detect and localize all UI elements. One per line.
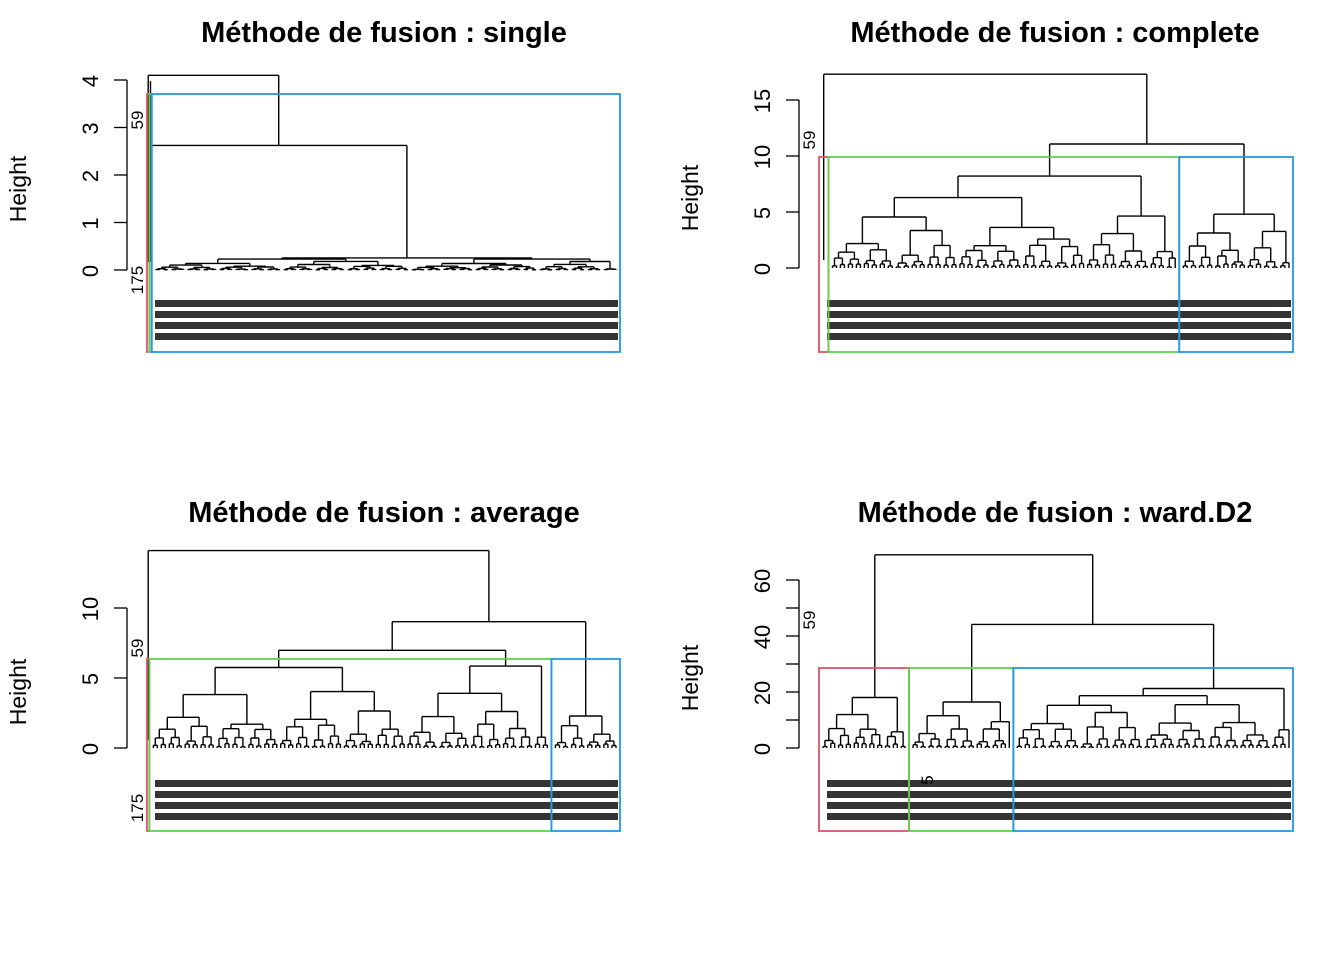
y-tick-label: 0 (78, 265, 103, 277)
leaf-label: 175 (128, 794, 147, 822)
cluster-box-3 (1012, 667, 1294, 832)
leaf-label-band (827, 333, 1291, 340)
y-tick-label: 0 (750, 263, 775, 275)
dendrogram-path (823, 73, 1290, 268)
dendrogram-branches (822, 554, 1290, 748)
y-tick-label: 60 (750, 569, 775, 593)
leaf-label: 59 (128, 111, 147, 130)
dendrogram-path (147, 549, 617, 748)
y-tick-label: 3 (78, 122, 103, 134)
panel-title: Méthode de fusion : ward.D2 (858, 497, 1253, 529)
dendrogram-panel-2: Méthode de fusion : complete Height 0 5 10 15… (677, 17, 1294, 353)
dendrogram-path (147, 74, 617, 271)
leaf-label: 59 (800, 131, 819, 150)
y-tick-label: 5 (750, 207, 775, 219)
dendrogram-panel-1: Méthode de fusion : single Height 0 1 2 3 4 59 1… (5, 17, 621, 353)
dendrogram-branches (147, 74, 617, 271)
leaf-label: 175 (128, 266, 147, 294)
y-tick-label: 5 (78, 673, 103, 685)
y-tick-label: 10 (78, 597, 103, 621)
y-tick-label: 15 (750, 89, 775, 113)
leaf-label-band (827, 311, 1291, 318)
cluster-box-3 (1178, 156, 1294, 353)
y-tick-label: 1 (78, 217, 103, 229)
y-tick-label: 2 (78, 170, 103, 182)
leaf-label-band (827, 791, 1291, 798)
leaf-label: 5 (918, 775, 937, 784)
y-axis-label: Height (5, 658, 31, 725)
y-tick-label: 10 (750, 145, 775, 169)
leaf-label-band (827, 802, 1291, 809)
cluster-box-3 (550, 658, 621, 832)
dendrogram-branches (147, 549, 617, 748)
leaf-label-band (155, 333, 618, 340)
leaf-label: 59 (128, 639, 147, 658)
dendrogram-panel-4: Méthode de fusion : ward.D2 Height 0 20 40 60… (677, 497, 1294, 832)
leaf-label-band (155, 780, 618, 787)
y-tick-label: 0 (78, 743, 103, 755)
leaf-label-band (155, 322, 618, 329)
leaf-label-band (155, 802, 618, 809)
panel-title: Méthode de fusion : complete (850, 17, 1259, 49)
dendrogram-panel-3: Méthode de fusion : average Height 0 5 10 59 1… (5, 497, 621, 832)
dendrogram-branches (823, 73, 1290, 268)
leaf-label-band (827, 780, 1291, 787)
y-tick-label: 4 (78, 75, 103, 87)
y-tick-label: 40 (750, 625, 775, 649)
panel-title: Méthode de fusion : single (201, 17, 567, 49)
y-axis-label: Height (677, 644, 703, 711)
cluster-box-3 (150, 93, 621, 353)
y-tick-label: 0 (750, 743, 775, 755)
leaf-label-band (827, 300, 1291, 307)
y-axis-label: Height (5, 155, 31, 222)
leaf-label-band (155, 791, 618, 798)
leaf-label-band (155, 300, 618, 307)
y-axis-label: Height (677, 164, 703, 231)
y-tick-label: 20 (750, 681, 775, 705)
leaf-label-band (827, 813, 1291, 820)
leaf-label-band (155, 311, 618, 318)
leaf-label-band (155, 813, 618, 820)
leaf-label: 59 (800, 611, 819, 630)
leaf-label-band (827, 322, 1291, 329)
dendrogram-path (822, 554, 1290, 748)
panel-title: Méthode de fusion : average (188, 497, 580, 529)
